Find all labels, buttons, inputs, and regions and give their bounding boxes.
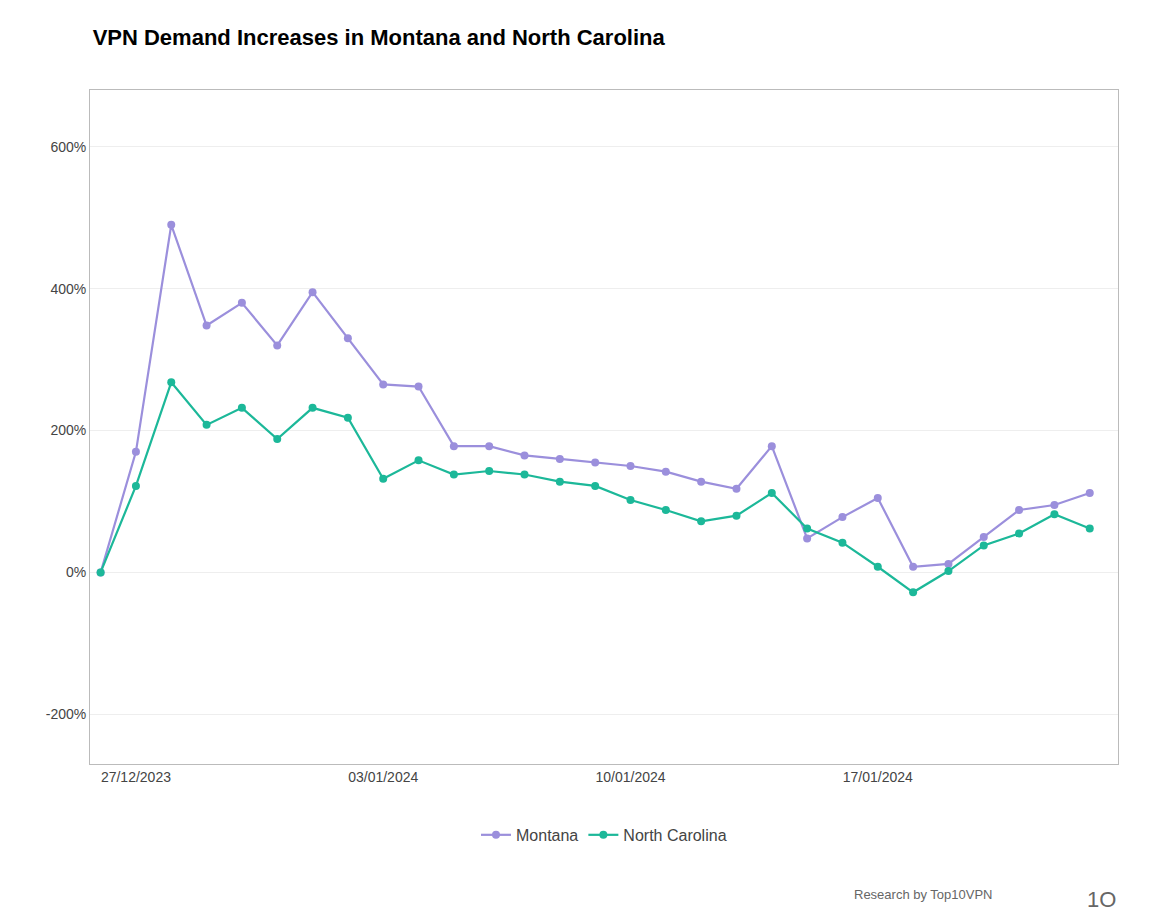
svg-text:1O: 1O: [1087, 887, 1116, 912]
svg-text:03/01/2024: 03/01/2024: [348, 769, 418, 785]
svg-text:Research by Top10VPN: Research by Top10VPN: [854, 887, 993, 902]
svg-text:200%: 200%: [50, 422, 86, 438]
svg-text:0%: 0%: [66, 564, 86, 580]
svg-text:VPN Demand Increases in Montan: VPN Demand Increases in Montana and Nort…: [93, 25, 666, 50]
svg-text:10/01/2024: 10/01/2024: [595, 769, 665, 785]
svg-text:400%: 400%: [50, 281, 86, 297]
svg-text:600%: 600%: [50, 139, 86, 155]
svg-text:27/12/2023: 27/12/2023: [101, 769, 171, 785]
svg-text:North Carolina: North Carolina: [623, 827, 726, 844]
svg-text:17/01/2024: 17/01/2024: [843, 769, 913, 785]
svg-text:-200%: -200%: [46, 706, 86, 722]
svg-text:Montana: Montana: [516, 827, 578, 844]
